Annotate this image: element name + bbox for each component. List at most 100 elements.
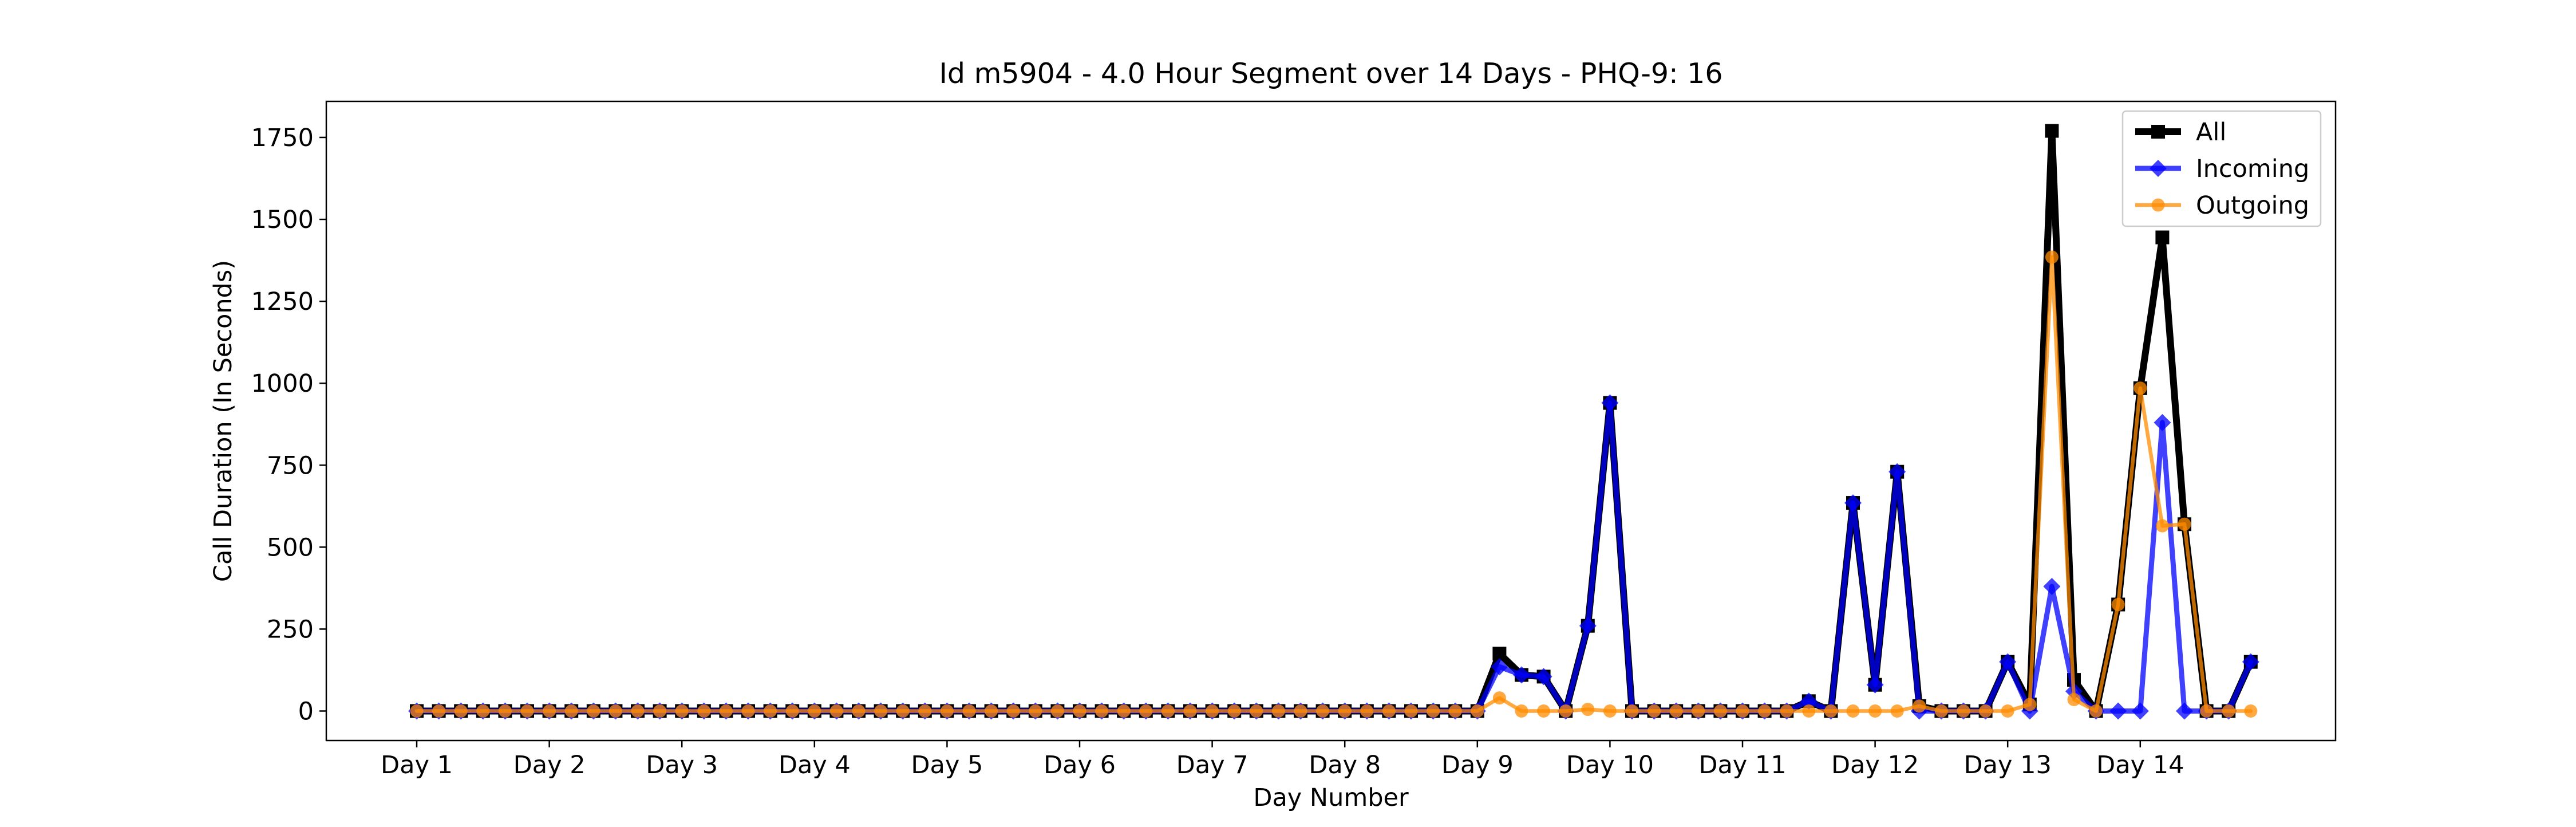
data-point-outgoing bbox=[1050, 704, 1064, 718]
data-point-outgoing bbox=[697, 704, 711, 718]
data-point-outgoing bbox=[675, 704, 689, 718]
data-point-outgoing bbox=[2111, 597, 2125, 611]
data-point-outgoing bbox=[741, 704, 755, 718]
series-layer bbox=[408, 124, 2259, 720]
data-point-incoming bbox=[1513, 666, 1530, 684]
data-point-outgoing bbox=[1559, 704, 1573, 718]
data-point-outgoing bbox=[1758, 704, 1772, 718]
data-point-outgoing bbox=[1957, 704, 1970, 718]
data-point-outgoing bbox=[1824, 704, 1838, 718]
legend-label-all: All bbox=[2196, 118, 2226, 147]
data-point-incoming bbox=[1800, 692, 1818, 710]
data-point-outgoing bbox=[1890, 704, 1904, 718]
data-point-outgoing bbox=[1515, 704, 1528, 718]
y-axis-ticks: 0 250 500 750 1000 1250 1500 1750 bbox=[251, 124, 326, 726]
y-tick-label: 1000 bbox=[251, 369, 314, 398]
data-point-outgoing bbox=[1846, 704, 1860, 718]
legend-marker-incoming bbox=[2150, 160, 2167, 177]
data-point-outgoing bbox=[1316, 704, 1330, 718]
data-point-outgoing bbox=[432, 704, 446, 718]
data-point-incoming bbox=[1888, 463, 1906, 481]
data-point-outgoing bbox=[918, 704, 932, 718]
data-point-incoming bbox=[2176, 702, 2193, 720]
x-tick-label: Day 14 bbox=[2096, 751, 2184, 779]
data-point-all bbox=[2155, 230, 2170, 245]
data-point-outgoing bbox=[2067, 692, 2081, 706]
x-tick-label: Day 6 bbox=[1044, 751, 1116, 779]
y-tick-label: 750 bbox=[267, 451, 314, 480]
data-point-incoming bbox=[2043, 578, 2061, 596]
data-point-outgoing bbox=[476, 704, 490, 718]
data-point-outgoing bbox=[2222, 704, 2235, 718]
y-tick-label: 1500 bbox=[251, 206, 314, 234]
x-tick-label: Day 1 bbox=[381, 751, 453, 779]
data-point-outgoing bbox=[2178, 517, 2191, 531]
data-point-outgoing bbox=[1095, 704, 1109, 718]
x-tick-label: Day 8 bbox=[1309, 751, 1381, 779]
x-tick-label: Day 5 bbox=[911, 751, 983, 779]
data-point-incoming bbox=[1491, 658, 1508, 676]
data-point-outgoing bbox=[1360, 704, 1374, 718]
data-point-outgoing bbox=[1692, 704, 1705, 718]
data-point-outgoing bbox=[1603, 704, 1617, 718]
data-point-incoming bbox=[1579, 617, 1597, 635]
data-point-outgoing bbox=[1581, 703, 1595, 716]
data-point-outgoing bbox=[1802, 704, 1816, 718]
series-line-outgoing bbox=[414, 255, 2253, 713]
x-axis-ticks: Day 1 Day 2 Day 3 Day 4 Day 5 Day 6 Day 7 Day 8… bbox=[381, 741, 2184, 779]
data-point-outgoing bbox=[1780, 704, 1793, 718]
data-point-outgoing bbox=[1713, 704, 1727, 718]
data-point-outgoing bbox=[454, 704, 468, 718]
data-point-outgoing bbox=[896, 704, 910, 718]
data-point-incoming bbox=[2109, 702, 2127, 720]
data-point-outgoing bbox=[719, 704, 733, 718]
data-point-outgoing bbox=[2001, 704, 2014, 718]
series-line-incoming bbox=[414, 400, 2254, 714]
data-point-outgoing bbox=[2023, 698, 2037, 711]
data-point-outgoing bbox=[564, 704, 578, 718]
data-point-outgoing bbox=[631, 704, 645, 718]
data-point-incoming bbox=[1844, 494, 1862, 512]
data-point-outgoing bbox=[543, 704, 556, 718]
x-tick-label: Day 4 bbox=[779, 751, 851, 779]
data-point-outgoing bbox=[1913, 699, 1926, 713]
data-point-outgoing bbox=[1139, 704, 1153, 718]
data-point-outgoing bbox=[1183, 704, 1197, 718]
data-point-incoming bbox=[1866, 676, 1884, 694]
x-tick-label: Day 13 bbox=[1964, 751, 2052, 779]
data-point-outgoing bbox=[2244, 704, 2258, 718]
series-outgoing bbox=[410, 250, 2258, 718]
data-point-outgoing bbox=[1029, 704, 1042, 718]
legend-label-incoming: Incoming bbox=[2196, 155, 2309, 183]
data-point-outgoing bbox=[1492, 691, 1506, 705]
data-point-outgoing bbox=[1404, 704, 1418, 718]
data-point-outgoing bbox=[2134, 381, 2147, 395]
data-point-outgoing bbox=[808, 704, 821, 718]
series-line-all bbox=[413, 127, 2254, 715]
data-point-outgoing bbox=[2155, 519, 2169, 533]
data-point-outgoing bbox=[940, 704, 954, 718]
data-point-outgoing bbox=[1006, 704, 1020, 718]
x-tick-label: Day 7 bbox=[1176, 751, 1249, 779]
data-point-outgoing bbox=[1868, 704, 1882, 718]
data-point-outgoing bbox=[1537, 704, 1551, 718]
y-tick-label: 0 bbox=[298, 697, 314, 726]
y-tick-label: 1250 bbox=[251, 288, 314, 316]
y-axis-label: Call Duration (In Seconds) bbox=[209, 260, 238, 582]
x-tick-label: Day 2 bbox=[513, 751, 586, 779]
data-point-outgoing bbox=[985, 704, 998, 718]
data-point-outgoing bbox=[1227, 704, 1241, 718]
legend: All Incoming Outgoing bbox=[2121, 110, 2322, 227]
x-tick-label: Day 11 bbox=[1698, 751, 1786, 779]
plot-area-frame bbox=[325, 100, 2337, 742]
x-tick-label: Day 9 bbox=[1441, 751, 1514, 779]
legend-label-outgoing: Outgoing bbox=[2196, 191, 2309, 220]
legend-marker-outgoing bbox=[2151, 198, 2165, 212]
data-point-outgoing bbox=[587, 704, 600, 718]
data-point-outgoing bbox=[653, 704, 667, 718]
x-tick-label: Day 12 bbox=[1831, 751, 1919, 779]
data-point-outgoing bbox=[520, 704, 534, 718]
data-point-outgoing bbox=[1736, 704, 1749, 718]
data-point-outgoing bbox=[498, 704, 512, 718]
